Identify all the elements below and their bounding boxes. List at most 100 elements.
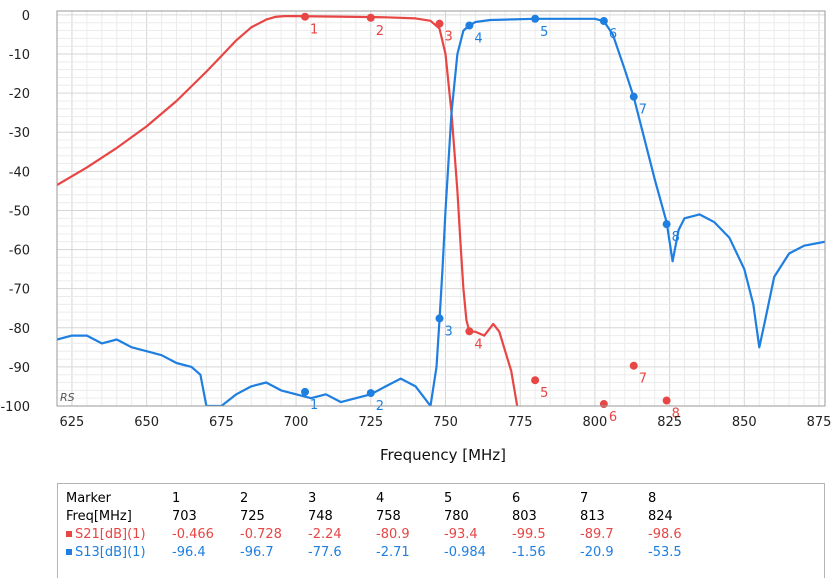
s13-marker-label: 6 [609, 27, 617, 42]
s13-value: -20.9 [580, 545, 614, 560]
marker-id: 7 [580, 491, 589, 506]
s21-series-line [57, 15, 519, 406]
s13-marker-dot [301, 387, 310, 396]
marker-id: 8 [648, 491, 657, 506]
freq-value: 758 [376, 509, 401, 524]
freq-value: 703 [172, 509, 197, 524]
marker-id: 5 [444, 491, 453, 506]
s13-value: -53.5 [648, 545, 682, 560]
s13-marker-label: 5 [540, 25, 548, 40]
x-tick-label: 750 [433, 415, 458, 430]
s21-marker-dot [599, 400, 608, 409]
x-tick-label: 875 [807, 415, 832, 430]
s21-marker-label: 5 [540, 386, 548, 401]
marker-header-label: Marker [66, 491, 111, 506]
marker-id: 3 [308, 491, 317, 506]
marker-id: 2 [240, 491, 249, 506]
s13-label: S13[dB](1) [66, 544, 172, 562]
s13-marker-label: 7 [639, 103, 647, 118]
s21-label-text: S21[dB](1) [75, 527, 146, 542]
s21-value: -0.728 [240, 527, 282, 542]
grid [57, 11, 825, 407]
s13-marker-label: 2 [376, 399, 384, 414]
x-tick-label: 675 [209, 415, 234, 430]
s21-value: -0.466 [172, 527, 214, 542]
s13-marker-dot [662, 220, 671, 229]
s13-marker-label: 8 [672, 230, 680, 245]
s21-value: -98.6 [648, 527, 682, 542]
s13-color-square [66, 548, 72, 555]
freq-value: 803 [512, 509, 537, 524]
y-tick-label: -20 [9, 87, 30, 102]
marker-id-row: Marker 1 2 3 4 5 6 7 8 [66, 490, 716, 508]
freq-row: Freq[MHz] 703 725 748 758 780 803 813 82… [66, 508, 716, 526]
s21-marker-label: 8 [672, 407, 680, 422]
marker-table: Marker 1 2 3 4 5 6 7 8 Freq[MHz] 703 725… [57, 483, 825, 578]
series-layer [57, 15, 825, 406]
y-tick-label: -70 [9, 283, 30, 298]
freq-value: 725 [240, 509, 265, 524]
x-tick-label: 825 [657, 415, 682, 430]
s21-marker-dot [366, 13, 375, 22]
s21-value: -2.24 [308, 527, 342, 542]
s13-marker-dot [366, 389, 375, 398]
s13-marker-dot [599, 17, 608, 26]
y-tick-label: -100 [0, 400, 30, 415]
chart: 1 1 2 2 3 3 4 4 5 5 6 6 7 7 8 8 625 650 675 700 725 750 775 80… [0, 9, 831, 464]
freq-value: 813 [580, 509, 605, 524]
s21-marker-label: 4 [474, 337, 482, 352]
s21-marker-label: 7 [639, 372, 647, 387]
s13-marker-dot [629, 92, 638, 101]
marker-id: 1 [172, 491, 181, 506]
s21-value: -89.7 [580, 527, 614, 542]
y-tick-label: 0 [22, 9, 30, 24]
y-tick-label: -30 [9, 126, 30, 141]
x-tick-label: 725 [358, 415, 383, 430]
s21-color-square [66, 530, 72, 537]
s13-marker-dot [435, 314, 444, 323]
marker-id: 6 [512, 491, 521, 506]
y-tick-label: -10 [9, 48, 30, 63]
x-tick-label: 775 [508, 415, 533, 430]
x-tick-label: 700 [284, 415, 309, 430]
s21-marker-label: 2 [376, 24, 384, 39]
s21-label: S21[dB](1) [66, 526, 172, 544]
y-tick-label: -50 [9, 204, 30, 219]
tick-labels: 625 650 675 700 725 750 775 800 825 850 8750-10-20… [0, 9, 831, 430]
s13-marker-label: 4 [474, 32, 482, 47]
s21-row: S21[dB](1) -0.466 -0.728 -2.24 -80.9 -93… [66, 526, 716, 544]
s13-marker-label: 1 [310, 398, 318, 413]
s21-value: -93.4 [444, 527, 478, 542]
x-tick-label: 800 [582, 415, 607, 430]
x-axis-label: Frequency [MHz] [380, 446, 506, 464]
y-tick-label: -90 [9, 361, 30, 376]
s21-marker-label: 3 [445, 30, 453, 45]
s13-value: -2.71 [376, 545, 410, 560]
freq-value: 780 [444, 509, 469, 524]
s21-marker-label: 1 [310, 23, 318, 38]
x-tick-label: 625 [60, 415, 85, 430]
s13-marker-dot [465, 21, 474, 30]
freq-value: 824 [648, 509, 673, 524]
s21-marker-dot [465, 327, 474, 336]
s21-marker-dot [531, 376, 540, 385]
marker-readout: Marker 1 2 3 4 5 6 7 8 Freq[MHz] 703 725… [66, 490, 716, 562]
s13-row: S13[dB](1) -96.4 -96.7 -77.6 -2.71 -0.98… [66, 544, 716, 562]
s13-marker-label: 3 [445, 324, 453, 339]
s21-value: -99.5 [512, 527, 546, 542]
s21-marker-dot [435, 19, 444, 28]
s21-marker-label: 6 [609, 410, 617, 425]
freq-label: Freq[MHz] [66, 509, 132, 524]
y-tick-label: -40 [9, 165, 30, 180]
x-tick-label: 850 [732, 415, 757, 430]
freq-value: 748 [308, 509, 333, 524]
s13-series-line [57, 17, 825, 406]
s21-value: -80.9 [376, 527, 410, 542]
s21-marker-dot [662, 396, 671, 405]
s13-value: -1.56 [512, 545, 546, 560]
s21-marker-dot [301, 12, 310, 21]
s13-label-text: S13[dB](1) [75, 545, 146, 560]
plot-frame [56, 10, 826, 407]
s13-value: -96.4 [172, 545, 206, 560]
s21-marker-dot [629, 361, 638, 370]
